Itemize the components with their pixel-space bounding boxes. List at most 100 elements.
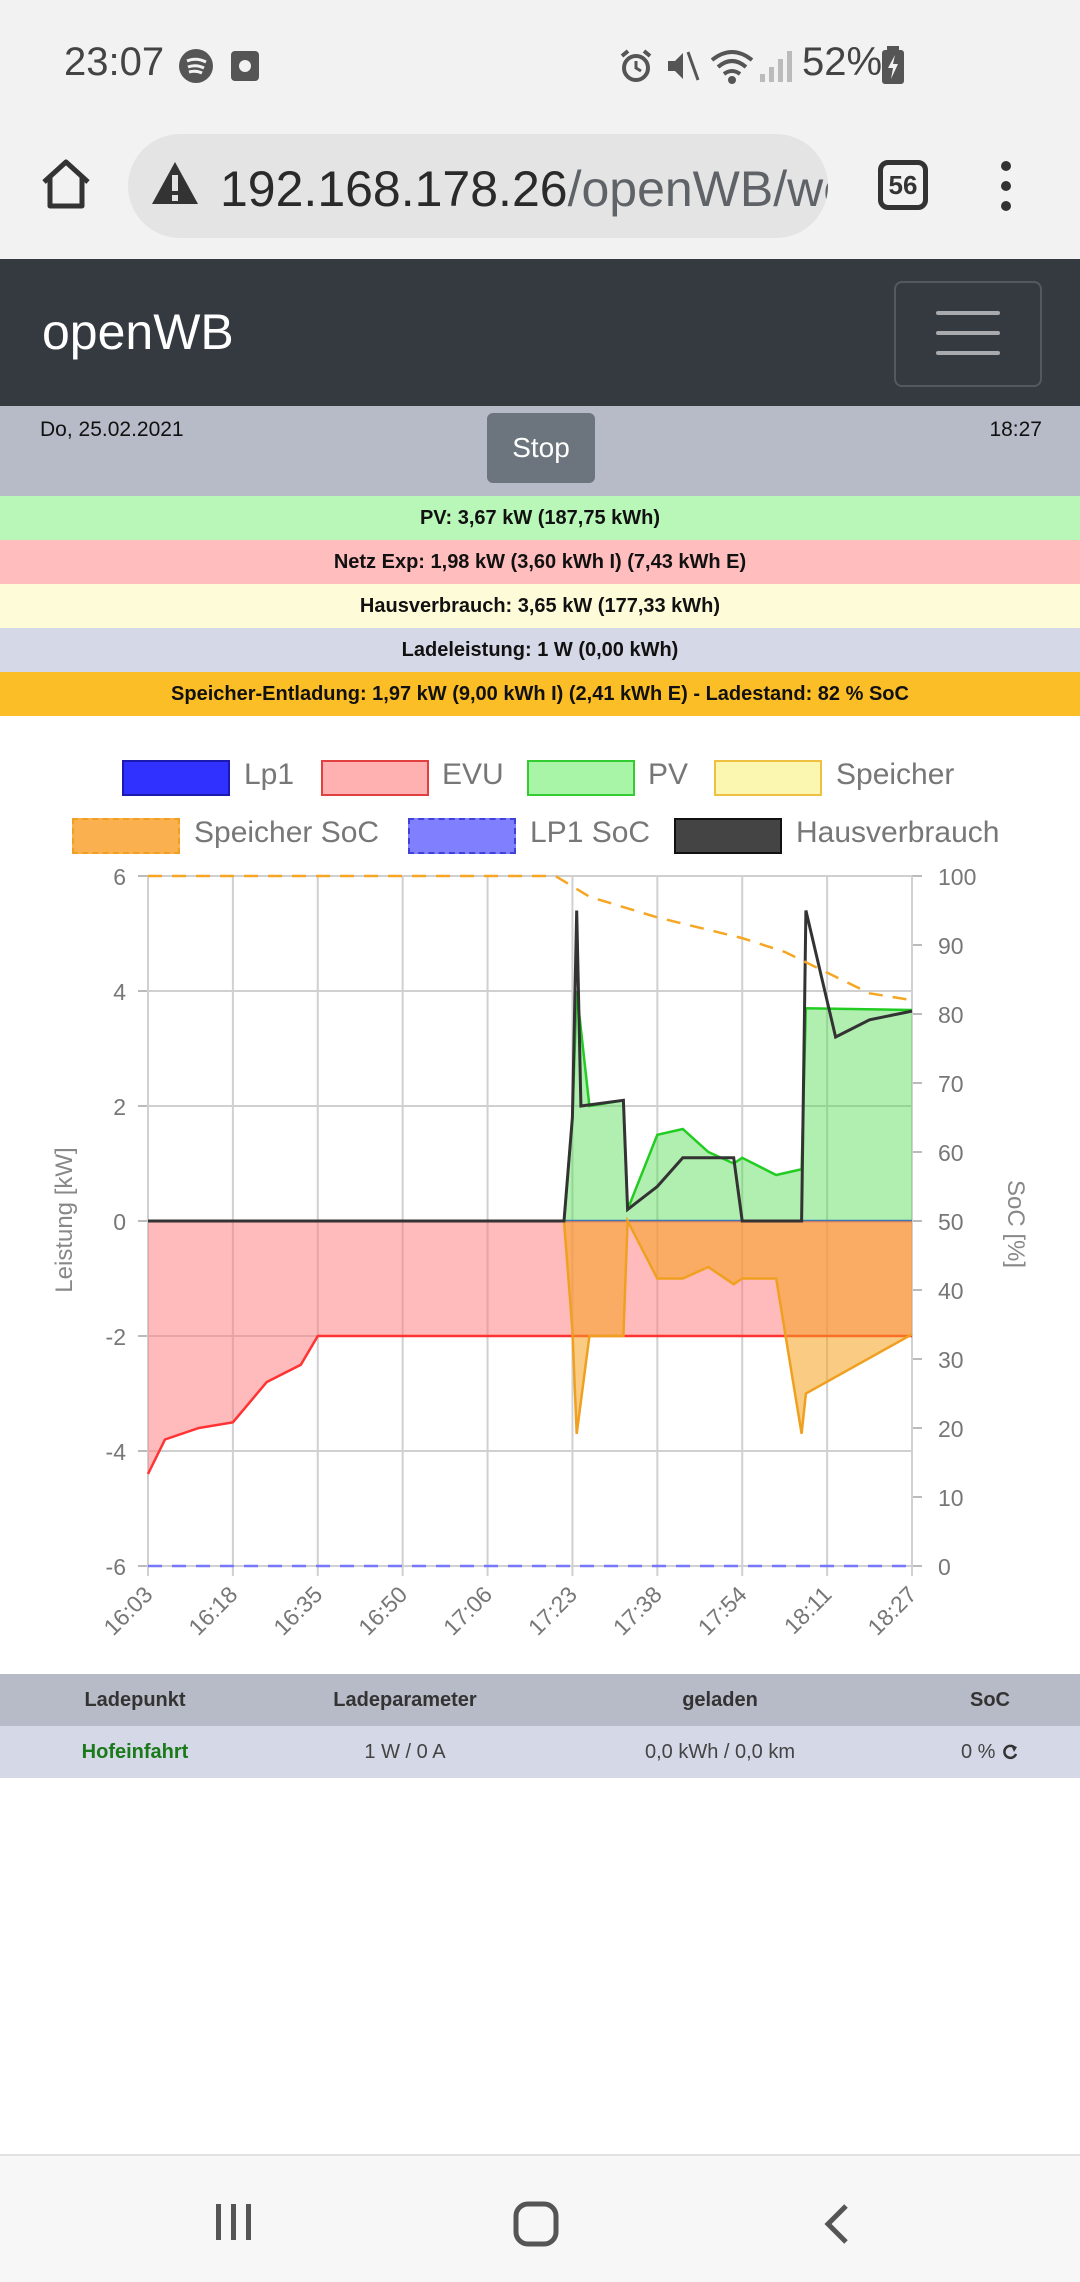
chart-series (146, 874, 913, 1568)
screenshot-notification-icon (231, 51, 259, 81)
back-icon[interactable] (818, 2202, 858, 2246)
series-line-evu (146, 1334, 912, 1475)
legend-swatch-lp1-soc[interactable] (408, 818, 516, 854)
address-bar[interactable]: 192.168.178.26/openWB/we (128, 134, 828, 238)
x-tick-label: 17:23 (523, 1581, 582, 1640)
y2-tick-label: 60 (938, 1140, 964, 1166)
y2-axis-label: SoC [%] (1002, 1180, 1029, 1268)
url-host: 192.168.178.26 (220, 161, 568, 217)
series-area-pv (148, 991, 912, 1221)
table-header-row (0, 1674, 1080, 1726)
status-time: 23:07 (64, 40, 165, 84)
y-tick-label: 0 (113, 1209, 126, 1235)
ladepunkt-name[interactable]: Hofeinfahrt (81, 1741, 189, 1763)
battery-charging-icon (882, 46, 904, 84)
more-options-icon[interactable] (994, 158, 1018, 214)
y2-tick-label: 50 (938, 1209, 964, 1235)
x-tick-label: 16:35 (268, 1581, 327, 1640)
legend-swatch-lp1[interactable] (122, 760, 230, 796)
y2-tick-label: 70 (938, 1071, 964, 1097)
soc-cell: 0 % (900, 1726, 1080, 1778)
y-tick-label: -4 (106, 1439, 127, 1465)
recent-apps-icon[interactable] (212, 2202, 256, 2242)
hausverbrauch-info-row: Hausverbrauch: 3,65 kW (177,33 kWh) (0, 584, 1080, 628)
y2-tick-label: 20 (938, 1416, 964, 1442)
status-bar: 23:07 52% (0, 0, 1080, 130)
y2-tick-label: 40 (938, 1278, 964, 1304)
col-header-soc: SoC (970, 1689, 1010, 1711)
col-header-ladeparameter: Ladeparameter (333, 1689, 477, 1711)
spotify-icon (179, 49, 213, 83)
x-tick-label: 17:06 (438, 1581, 497, 1640)
alarm-icon (620, 49, 652, 82)
col-header-ladepunkt: Ladepunkt (84, 1689, 186, 1711)
legend-label-pv[interactable]: PV (648, 758, 689, 791)
y2-tick-label: 30 (938, 1347, 964, 1373)
ladeparameter-value: 1 W / 0 A (364, 1741, 446, 1763)
wifi-icon (710, 50, 754, 84)
menu-toggle-button[interactable] (894, 281, 1042, 387)
table-row (0, 1726, 1080, 1778)
y2-tick-label: 80 (938, 1002, 964, 1028)
x-tick-label: 18:27 (862, 1581, 921, 1640)
x-tick-label: 16:03 (98, 1581, 157, 1640)
date-bar: Do, 25.02.2021 Stop 18:27 (0, 406, 1080, 496)
battery-percent: 52% (802, 40, 883, 84)
legend-label-speicher[interactable]: Speicher (836, 758, 955, 791)
y2-tick-label: 10 (938, 1485, 964, 1511)
y2-tick-label: 100 (938, 864, 976, 890)
legend-label-lp1[interactable]: Lp1 (244, 758, 295, 791)
legend-swatch-hausverbrauch[interactable] (674, 818, 782, 854)
warning-icon (152, 162, 198, 204)
url-text: 192.168.178.26/openWB/we (220, 160, 828, 218)
geladen-value: 0,0 kWh / 0,0 km (644, 1741, 796, 1763)
series-area-evu (148, 1221, 912, 1474)
series-line-hausverbrauch (148, 910, 913, 1223)
legend-swatch-speicher-soc[interactable] (72, 818, 180, 854)
y-axis-label: Leistung [kW] (51, 1147, 78, 1292)
navbar: openWB (0, 259, 1080, 406)
legend-swatch-evu[interactable] (321, 760, 429, 796)
browser-toolbar: 192.168.178.26/openWB/we 56 (0, 130, 1080, 260)
refresh-icon[interactable] (1001, 1743, 1019, 1761)
netz-info-row: Netz Exp: 1,98 kW (3,60 kWh I) (7,43 kWh… (0, 540, 1080, 584)
x-tick-label: 18:11 (779, 1581, 837, 1639)
signal-icon (760, 51, 792, 82)
series-line-speicher (148, 1216, 913, 1435)
y2-tick-label: 0 (938, 1554, 951, 1580)
current-date: Do, 25.02.2021 (40, 418, 184, 441)
tab-switcher-button[interactable]: 56 (878, 160, 928, 210)
x-tick-label: 17:54 (693, 1581, 752, 1640)
y-tick-label: -2 (106, 1324, 126, 1350)
series-line-speicher-soc (148, 874, 913, 1002)
mute-icon (668, 51, 700, 81)
ladeleistung-info-row: Ladeleistung: 1 W (0,00 kWh) (0, 628, 1080, 672)
legend-label-evu[interactable]: EVU (442, 758, 504, 791)
x-tick-label: 16:18 (183, 1581, 242, 1640)
legend-label-lp1-soc[interactable]: LP1 SoC (530, 816, 651, 849)
pv-info-row: PV: 3,67 kW (187,75 kWh) (0, 496, 1080, 540)
legend-label-speicher-soc[interactable]: Speicher SoC (194, 816, 380, 849)
hamburger-icon-line (936, 351, 1000, 355)
legend-swatch-pv[interactable] (527, 760, 635, 796)
x-tick-label: 16:50 (353, 1581, 412, 1640)
hamburger-icon-line (936, 331, 1000, 335)
soc-value: 0 % (960, 1741, 996, 1763)
url-path: /openWB/we (567, 161, 828, 217)
y-tick-label: 4 (113, 979, 126, 1005)
y-tick-label: 2 (113, 1094, 126, 1120)
system-navigation-bar (0, 2154, 1080, 2282)
legend-swatch-speicher[interactable] (714, 760, 822, 796)
x-tick-label: 17:38 (608, 1581, 667, 1640)
legend-label-hausverbrauch[interactable]: Hausverbrauch (796, 816, 1000, 849)
stop-button[interactable]: Stop (487, 413, 595, 483)
home-nav-icon[interactable] (512, 2200, 560, 2248)
hamburger-icon-line (936, 311, 1000, 315)
y-tick-label: 6 (113, 864, 126, 890)
y-tick-label: -6 (106, 1554, 126, 1580)
speicher-info-row: Speicher-Entladung: 1,97 kW (9,00 kWh I)… (0, 672, 1080, 716)
y2-tick-label: 90 (938, 933, 964, 959)
brand-title[interactable]: openWB (42, 304, 234, 360)
home-icon[interactable] (38, 156, 94, 212)
